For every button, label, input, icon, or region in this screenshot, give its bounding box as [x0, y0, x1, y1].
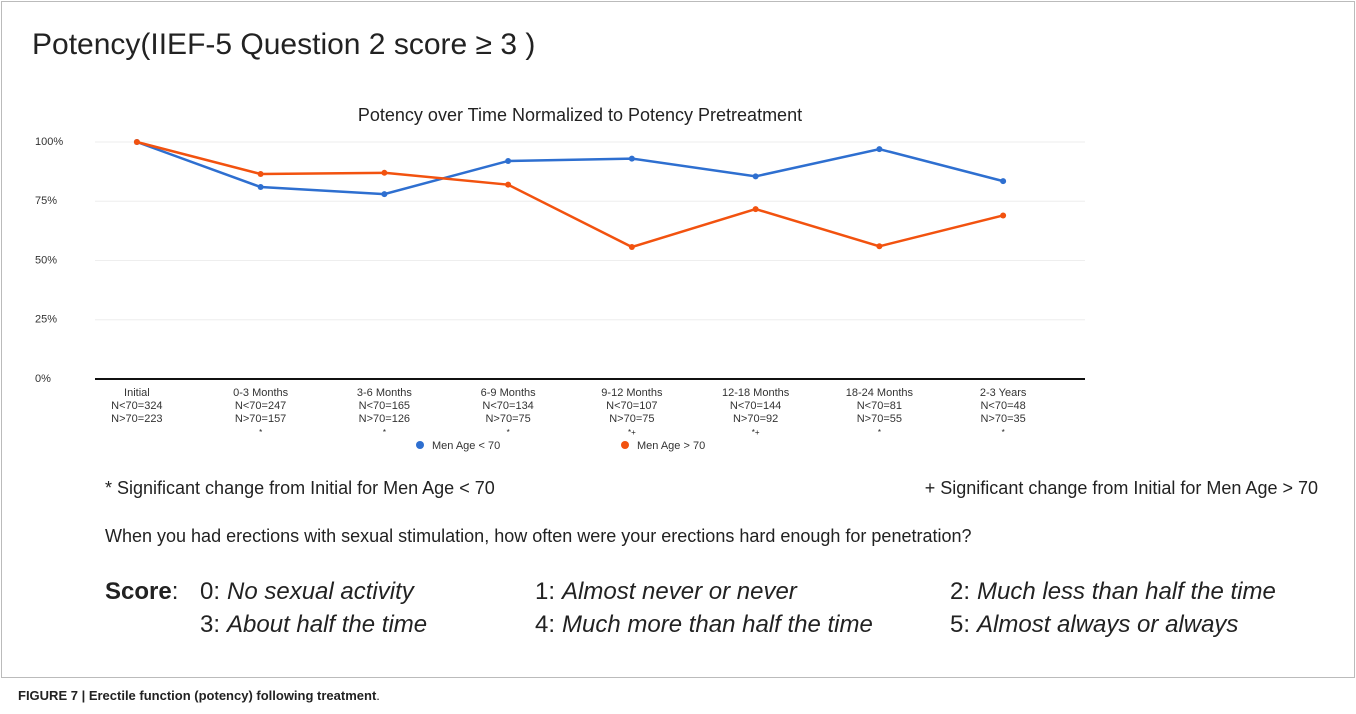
score-text: Almost always or always	[975, 611, 1238, 638]
n-label: N<70=81	[857, 400, 902, 412]
score-code: 0:	[200, 578, 220, 605]
point	[505, 157, 512, 164]
score-text: About half the time	[225, 611, 427, 638]
n-label: N>70=92	[733, 413, 778, 425]
footnote: + Significant change from Initial for Me…	[925, 478, 1318, 498]
point	[628, 243, 635, 250]
point	[257, 170, 264, 177]
score-code: 1:	[535, 578, 555, 605]
score-text: Almost never or never	[560, 578, 798, 605]
line	[136, 140, 1004, 196]
n-label: N<70=134	[482, 400, 533, 412]
y-tick-label: 100%	[35, 136, 63, 148]
score-code: 3:	[200, 611, 220, 638]
n-label: N>70=157	[235, 413, 286, 425]
n-label: N>70=223	[111, 413, 162, 425]
n-label: N<70=107	[606, 400, 657, 412]
x-tick-label: 18-24 Months	[846, 387, 914, 399]
score-code: 2:	[950, 578, 970, 605]
n-label: N>70=75	[485, 413, 530, 425]
score-item: 2: Much less than half the time	[950, 578, 1276, 605]
score-text: Much more than half the time	[562, 611, 873, 638]
significance-mark: *	[259, 428, 262, 437]
score-code: 5:	[950, 611, 970, 638]
n-label: N>70=126	[359, 413, 410, 425]
point	[628, 155, 635, 162]
caption-bold: FIGURE 7 | Erectile function (potency) f…	[18, 688, 377, 703]
x-tick-label: 9-12 Months	[601, 387, 663, 399]
caption-rest: .	[376, 688, 380, 703]
caption: FIGURE 7 | Erectile function (potency) f…	[18, 688, 380, 703]
figure-title: Potency(IIEF-5 Question 2 score ≥ 3 )	[32, 28, 535, 61]
point	[257, 184, 264, 191]
chart-title: Potency over Time Normalized to Potency …	[358, 105, 802, 125]
score-item: 0: No sexual activity	[200, 578, 416, 605]
score-colon: :	[172, 578, 179, 605]
y-tick-label: 0%	[35, 373, 51, 385]
x-tick-label: 0-3 Months	[233, 387, 289, 399]
point	[1000, 212, 1007, 219]
score-code: 4:	[535, 611, 555, 638]
y-tick-label: 25%	[35, 314, 57, 326]
point	[505, 181, 512, 188]
x-tick-label: 12-18 Months	[722, 387, 790, 399]
point	[381, 169, 388, 176]
point	[381, 191, 388, 198]
score-item: 5: Almost always or always	[950, 611, 1238, 638]
significance-mark: *	[507, 428, 510, 437]
score-item: 1: Almost never or never	[535, 578, 798, 605]
point	[876, 243, 883, 250]
n-label: N<70=324	[111, 400, 162, 412]
n-label: N<70=48	[980, 400, 1025, 412]
significance-mark: *+	[628, 428, 636, 437]
n-label: N>70=35	[980, 413, 1025, 425]
score-text: No sexual activity	[227, 578, 416, 605]
significance-mark: *+	[752, 428, 760, 437]
footnote: * Significant change from Initial for Me…	[105, 478, 495, 498]
significance-mark: *	[878, 428, 881, 437]
score-item: 3: About half the time	[200, 611, 427, 638]
x-tick-label: Initial	[124, 387, 150, 399]
score-label: Score:	[105, 578, 178, 605]
point	[1000, 178, 1007, 185]
n-label: N<70=144	[730, 400, 781, 412]
n-label: N>70=75	[609, 413, 654, 425]
x-tick-label: 2-3 Years	[980, 387, 1027, 399]
legend-swatch	[416, 441, 424, 449]
score-text: Much less than half the time	[977, 578, 1276, 605]
significance-mark: *	[383, 428, 386, 437]
legend-label: Men Age > 70	[637, 440, 705, 452]
score-word: Score	[105, 578, 172, 605]
y-tick-label: 50%	[35, 254, 57, 266]
x-tick-label: 3-6 Months	[357, 387, 413, 399]
y-tick-label: 75%	[35, 195, 57, 207]
n-label: N<70=247	[235, 400, 286, 412]
point	[752, 173, 759, 180]
line	[136, 140, 1004, 249]
n-label: N>70=55	[857, 413, 902, 425]
legend-swatch	[621, 441, 629, 449]
question: When you had erections with sexual stimu…	[105, 526, 972, 546]
frame	[1, 1, 1355, 678]
significance-mark: *	[1002, 428, 1005, 437]
score-item: 4: Much more than half the time	[535, 611, 873, 638]
point	[133, 139, 140, 145]
point	[752, 206, 759, 213]
n-label: N<70=165	[359, 400, 410, 412]
legend-label: Men Age < 70	[432, 440, 500, 452]
point	[876, 146, 883, 153]
x-tick-label: 6-9 Months	[481, 387, 537, 399]
